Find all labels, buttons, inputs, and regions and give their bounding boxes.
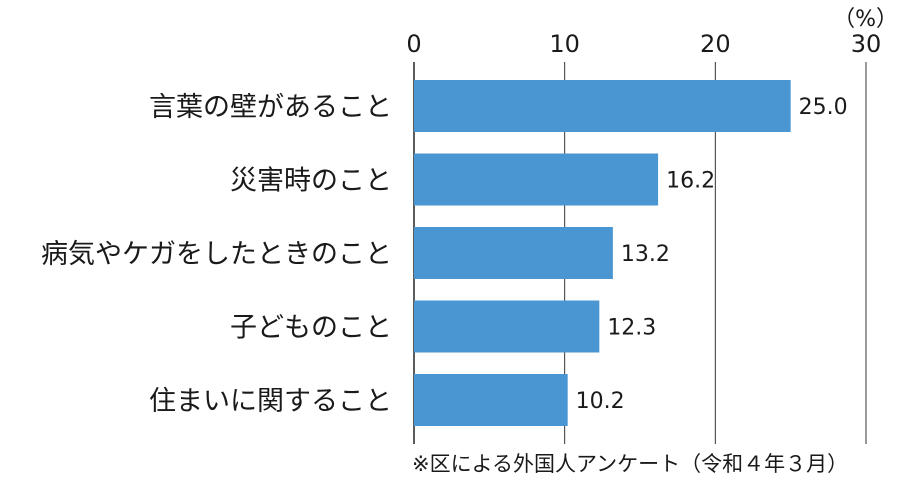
x-tick-label: 20	[700, 30, 731, 58]
bar	[414, 300, 600, 353]
value-label: 12.3	[607, 316, 656, 341]
category-label: 災害時のこと	[230, 166, 392, 197]
value-label: 25.0	[799, 95, 848, 120]
bar	[414, 153, 659, 206]
x-tick-labels: 0 10 20 30	[406, 30, 881, 58]
bar	[414, 80, 791, 132]
bar	[414, 374, 568, 426]
category-label: 病気やケガをしたときのこと	[41, 239, 392, 270]
category-labels: 言葉の壁があること災害時のこと病気やケガをしたときのこと子どものこと住まいに関す…	[41, 92, 392, 417]
unit-label: （%）	[833, 7, 898, 32]
category-label: 言葉の壁があること	[149, 92, 392, 123]
category-label: 子どものこと	[230, 313, 392, 344]
value-label: 13.2	[621, 242, 670, 267]
x-tick-label: 30	[851, 30, 882, 58]
source-note: ※区による外国人アンケート（令和４年３月）	[412, 452, 848, 476]
bars	[414, 80, 791, 426]
value-label: 16.2	[666, 169, 715, 194]
x-tick-label: 0	[406, 30, 421, 58]
category-label: 住まいに関すること	[149, 386, 392, 417]
x-tick-label: 10	[549, 30, 580, 58]
bar	[414, 227, 613, 279]
value-labels: 25.0 16.2 13.2 12.3 10.2	[576, 95, 848, 414]
value-label: 10.2	[576, 389, 625, 414]
